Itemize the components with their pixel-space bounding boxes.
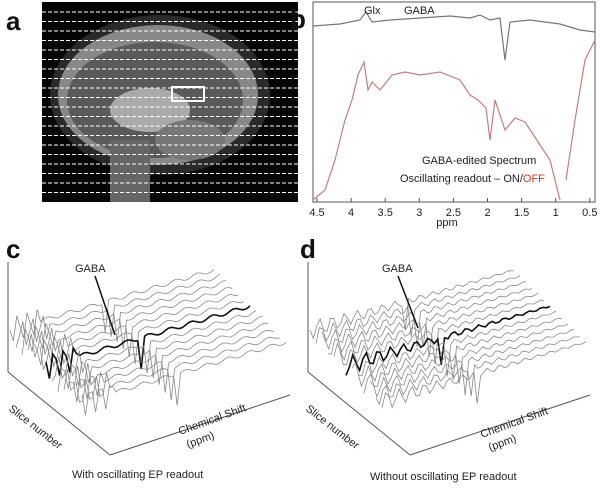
- x-tick-label: 3: [416, 207, 422, 219]
- spectrum-trace: [339, 299, 545, 366]
- plot-frame: [312, 1, 596, 203]
- axis-label: Slice number: [303, 403, 361, 452]
- spectrum-trace: [69, 329, 275, 403]
- spectrum-trace: [321, 281, 527, 351]
- x-tick-label: 2.5: [446, 207, 461, 219]
- panel-label: d: [300, 234, 316, 264]
- axis: [109, 394, 291, 456]
- spectrum-trace: [381, 341, 587, 409]
- spectrum-trace: [333, 292, 539, 361]
- spectrum-trace: [375, 336, 580, 406]
- x-tick-label: 4: [348, 207, 354, 219]
- axis: [7, 371, 111, 456]
- pointer: [397, 275, 419, 329]
- axis: [409, 394, 591, 456]
- x-tick-label: 2: [484, 207, 490, 219]
- panel-label: a: [6, 6, 21, 36]
- spectrum-trace: [345, 305, 551, 376]
- spectrum-off: [312, 39, 596, 201]
- spectrum-trace: [351, 310, 557, 377]
- caption: With oscillating EP readout: [72, 469, 203, 481]
- peak-label: GABA: [75, 263, 106, 275]
- spectrum-trace: [63, 322, 269, 392]
- peak-label: Glx: [364, 5, 381, 17]
- x-tick-label: 4.5: [309, 207, 324, 219]
- spectrum-trace: [33, 294, 239, 366]
- spectrum-trace: [81, 342, 287, 416]
- caption: Without oscillating EP readout: [370, 471, 517, 483]
- spectrum-trace: [39, 301, 245, 371]
- spectrum-trace: [327, 288, 533, 355]
- spectrum-trace: [363, 323, 569, 394]
- x-tick-label: 1: [553, 207, 559, 219]
- spectrum-trace: [315, 275, 521, 344]
- spectrum-trace: [309, 270, 515, 340]
- x-axis-label: ppm: [436, 217, 457, 229]
- spectrum-on: [312, 10, 596, 61]
- mri-image: [42, 2, 298, 202]
- x-tick-label: 3.5: [378, 207, 393, 219]
- spectrum-trace: [75, 336, 281, 403]
- panel-label: c: [6, 234, 20, 264]
- spectrum-trace: [51, 309, 257, 382]
- legend-entry: Oscillating readout – ON/OFF: [400, 173, 545, 185]
- x-tick-label: 1.5: [514, 207, 529, 219]
- spectrum-trace: [357, 317, 563, 388]
- spectrum-trace: [57, 315, 263, 392]
- axis: [307, 371, 411, 456]
- spectrum-trace: [369, 329, 575, 399]
- spectrum-trace: [27, 287, 233, 358]
- x-tick-label: 0.5: [582, 207, 597, 219]
- panel-label: b: [290, 4, 306, 34]
- legend-title: GABA-edited Spectrum: [422, 155, 536, 167]
- peak-label: GABA: [404, 5, 435, 17]
- peak-label: GABA: [382, 263, 413, 275]
- spectrum-trace: [15, 273, 221, 348]
- legend-on: Oscillating readout – ON/: [400, 173, 524, 185]
- pointer: [94, 275, 116, 336]
- spectrum-trace: [21, 280, 227, 355]
- legend-off: OFF: [523, 173, 545, 185]
